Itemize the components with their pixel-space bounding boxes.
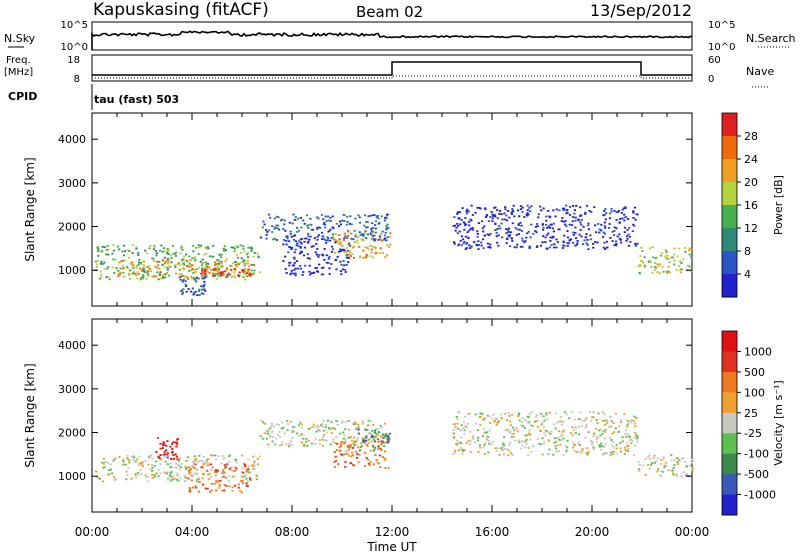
noise-search-label: N.Search	[746, 32, 796, 45]
y-tick-label: 2000	[58, 427, 86, 440]
data-region	[200, 268, 252, 278]
colorbar-segment	[722, 453, 737, 475]
velocity-colorbar: 1000 500 100 25 -25 -100 -500 -1000 Velocity [m …	[721, 330, 785, 516]
data-region	[332, 231, 392, 259]
panel-frame	[91, 112, 693, 307]
colorbar-tick-label: -1000	[744, 489, 776, 502]
time-axis: 00:00 04:00 08:00 12:00 16:00 20:00 00:00 Time …	[75, 525, 710, 554]
colorbar-segment	[722, 351, 737, 373]
freq-tick-top: 18	[67, 55, 80, 66]
x-tick-label: 00:00	[75, 525, 110, 539]
colorbar-label: Power [dB]	[772, 175, 785, 235]
y-tick-label: 3000	[58, 383, 86, 396]
noise-panel: N.Sky 10^5 10^0 10^5 10^0 N.Search	[4, 20, 796, 53]
colorbar-segment	[722, 331, 737, 352]
power-panel: 1000 2000 3000 4000 Slant Range [km]	[23, 112, 693, 307]
nave-label: Nave	[746, 65, 774, 78]
data-region	[637, 246, 693, 275]
y-axis-label: Slant Range [km]	[23, 363, 37, 467]
colorbar-tick-label: 20	[744, 176, 758, 189]
colorbar-segment	[722, 392, 737, 414]
noise-tick-bottom-right: 10^0	[708, 42, 735, 53]
data-region	[452, 410, 639, 457]
x-tick-label: 16:00	[475, 525, 510, 539]
colorbar-tick-label: 500	[744, 366, 765, 379]
panel-frame	[91, 318, 693, 513]
colorbar-segment	[722, 494, 737, 516]
colorbar-segment	[722, 371, 737, 393]
colorbar-tick-label: -100	[744, 448, 769, 461]
cpid-label: CPID	[8, 90, 37, 103]
colorbar-segment	[722, 113, 737, 137]
date-label: 13/Sep/2012	[590, 1, 692, 20]
x-tick-label: 08:00	[275, 525, 310, 539]
noise-sky-label: N.Sky	[4, 32, 36, 45]
noise-tick-bottom-left: 10^0	[61, 42, 88, 53]
cpid-value: tau (fast) 503	[94, 93, 179, 106]
data-region	[95, 454, 261, 483]
data-region	[357, 428, 391, 452]
colorbar-tick-label: 8	[744, 245, 751, 258]
colorbar-segment	[722, 251, 737, 275]
y-tick-label: 4000	[58, 133, 86, 146]
colorbar-tick-label: -25	[744, 427, 762, 440]
colorbar-segment	[722, 136, 737, 160]
nave-series	[95, 75, 690, 79]
freq-unit-label: [MHz]	[4, 67, 33, 78]
colorbar-tick-label: 1000	[744, 345, 772, 358]
data-region	[179, 275, 207, 296]
data-region	[452, 204, 639, 251]
power-colorbar: 28 24 20 16 12 8 4 Power [dB]	[721, 112, 785, 298]
frequency-panel: Freq. [MHz] 18 8 60 0 Nave	[4, 54, 774, 88]
station-title: Kapuskasing (fitACF)	[93, 0, 269, 20]
data-region	[117, 259, 255, 279]
colorbar-segment	[722, 433, 737, 455]
data-region	[259, 213, 390, 242]
colorbar-tick-label: 28	[744, 130, 758, 143]
x-tick-label: 12:00	[375, 525, 410, 539]
frequency-series	[92, 61, 692, 76]
velocity-panel: 1000 2000 3000 4000 Slant Range [km]	[23, 318, 694, 513]
data-region	[282, 235, 352, 277]
colorbar-segment	[722, 159, 737, 183]
colorbar-tick-label: 12	[744, 222, 758, 235]
colorbar-tick-label: 16	[744, 199, 758, 212]
y-tick-label: 4000	[58, 339, 86, 352]
x-tick-label: 20:00	[575, 525, 610, 539]
freq-label: Freq.	[6, 55, 31, 66]
data-region	[637, 454, 694, 478]
x-axis-label: Time UT	[366, 540, 417, 554]
colorbar-segment	[722, 205, 737, 229]
colorbar-tick-label: 24	[744, 153, 758, 166]
colorbar-segment	[722, 274, 737, 298]
noise-sky-series	[91, 30, 693, 50]
freq-tick-bottom: 8	[74, 74, 80, 85]
y-axis-label: Slant Range [km]	[23, 157, 37, 261]
data-region	[155, 437, 179, 461]
colorbar-segment	[722, 412, 737, 434]
nave-tick-top: 60	[708, 55, 721, 66]
nave-tick-bottom: 0	[708, 74, 714, 85]
y-tick-label: 1000	[58, 470, 86, 483]
noise-tick-top-right: 10^5	[708, 20, 735, 31]
y-tick-label: 2000	[58, 221, 86, 234]
colorbar-tick-label: 4	[744, 268, 751, 281]
noise-tick-top-left: 10^5	[61, 20, 88, 31]
data-region	[187, 463, 252, 494]
colorbar-segment	[722, 228, 737, 252]
y-tick-label: 3000	[58, 177, 86, 190]
colorbar-tick-label: 100	[744, 386, 765, 399]
y-tick-label: 1000	[58, 264, 86, 277]
colorbar-segment	[722, 474, 737, 496]
data-region	[333, 437, 391, 469]
colorbar-tick-label: 25	[744, 407, 758, 420]
colorbar-label: Velocity [m s⁻¹]	[772, 380, 785, 465]
x-tick-label: 04:00	[175, 525, 210, 539]
colorbar-segment	[722, 182, 737, 206]
beam-label: Beam 02	[356, 3, 423, 21]
colorbar-tick-label: -500	[744, 468, 769, 481]
x-tick-label: 00:00	[675, 525, 710, 539]
